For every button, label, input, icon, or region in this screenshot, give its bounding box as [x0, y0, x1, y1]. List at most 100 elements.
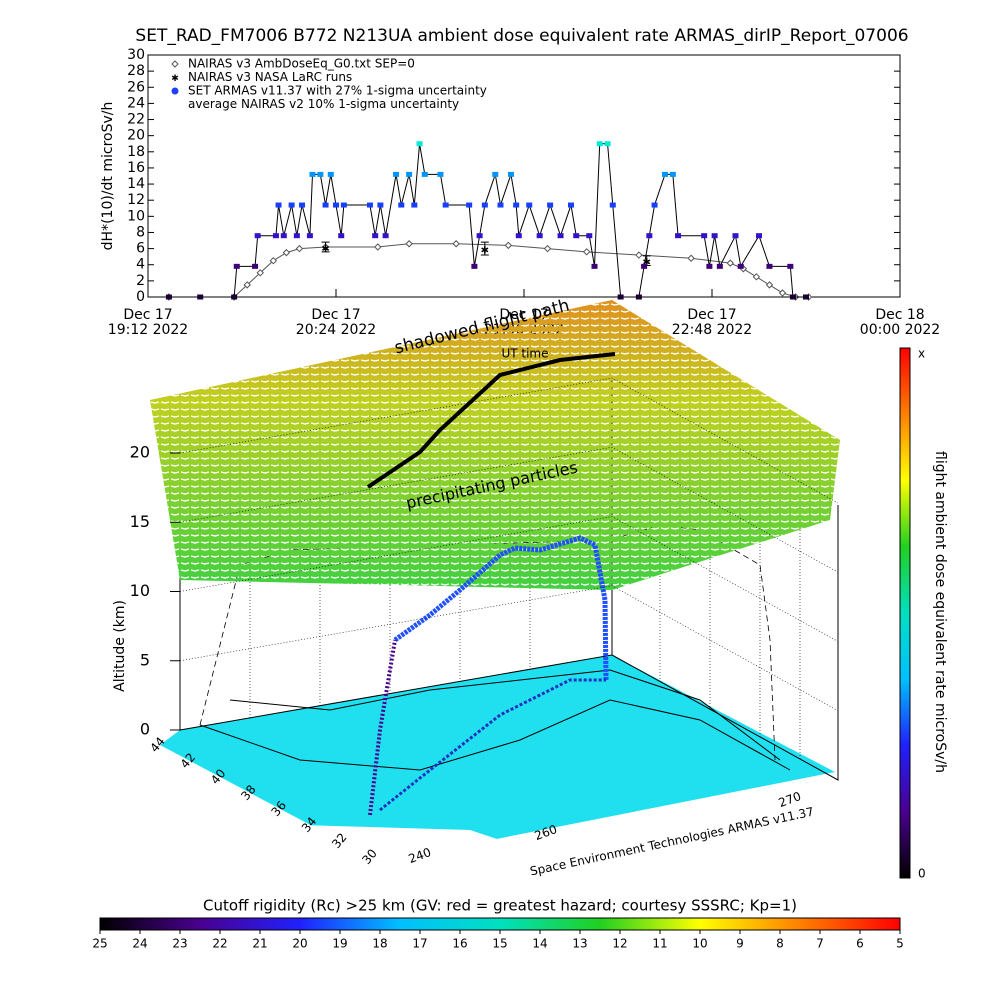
y-tick-label: 14 [127, 176, 145, 192]
dot-marker [789, 294, 796, 300]
chart-title: SET_RAD_FM7006 B772 N213UA ambient dose … [135, 26, 908, 46]
diamond-marker [452, 240, 460, 248]
diamond-marker [269, 256, 278, 265]
dot-marker [340, 202, 347, 208]
dot-marker [317, 171, 324, 177]
dot-marker [646, 233, 653, 239]
y-tick-label: 24 [127, 95, 145, 111]
y-tick-label: 26 [127, 79, 145, 95]
dot-marker [280, 233, 287, 239]
x-tick-label: 22:48 2022 [672, 322, 752, 338]
colorbar-tick-label: 22 [212, 937, 227, 951]
y-tick-label: 0 [136, 289, 145, 305]
dot-marker [437, 171, 444, 177]
legend-note: average NAIRAS v2 10% 1-sigma uncertaint… [188, 97, 459, 111]
dot-marker [306, 233, 313, 239]
y-tick-label: 12 [127, 192, 145, 208]
dot-marker [421, 171, 428, 177]
map-borders [229, 669, 781, 761]
dot-marker [382, 233, 389, 239]
y-tick-label: 20 [127, 128, 145, 144]
dot-marker [557, 233, 564, 239]
legend-entry: NAIRAS v3 AmbDoseEq_G0.txt SEP=0 [188, 57, 415, 71]
dot-marker [288, 202, 295, 208]
colorbar-tick-label: 6 [856, 937, 864, 951]
flight-path-ascent [368, 639, 397, 816]
diamond-marker [635, 251, 643, 259]
colorbar-bottom-label: 0 [918, 867, 926, 881]
colorbar-title: Cutoff rigidity (Rc) >25 km (GV: red = g… [203, 897, 797, 915]
x-tick-label: Dec 17 [123, 307, 172, 323]
x-tick-label: Dec 18 [875, 307, 924, 323]
colorbar-tick-label: 19 [332, 937, 347, 951]
dot-marker [604, 141, 611, 147]
dot-marker [377, 202, 384, 208]
z-tick-label: 15 [130, 512, 150, 531]
dot-marker [662, 171, 668, 177]
dot-marker [706, 263, 713, 269]
dot-marker [411, 202, 418, 208]
legend-symbol: ✱ [171, 74, 179, 84]
dot-marker [466, 202, 473, 208]
dot-marker [641, 263, 648, 269]
colorbar-tick-label: 17 [412, 937, 427, 951]
colorbar-tick-label: 8 [776, 937, 784, 951]
colorbar-tick-label: 14 [532, 937, 547, 951]
dot-marker [547, 202, 554, 208]
dot-marker [309, 171, 316, 177]
colorbar-tick-label: 25 [92, 937, 107, 951]
colorbar-tick-label: 18 [372, 937, 387, 951]
colorbar-tick-label: 5 [896, 937, 904, 951]
legend-entry: NAIRAS v3 NASA LaRC runs [188, 70, 352, 84]
diamond-marker [295, 244, 304, 253]
diamond-marker [752, 273, 761, 281]
dot-marker [406, 171, 413, 177]
dot-marker [513, 202, 520, 208]
dot-marker [416, 141, 423, 147]
x-tick-label: 00:00 2022 [860, 322, 940, 338]
dot-marker [651, 202, 658, 208]
y-tick-label: 10 [127, 208, 145, 224]
dot-marker [322, 202, 329, 208]
y-tick-label: 16 [127, 160, 145, 176]
precipitating-field [150, 300, 840, 590]
dot-marker [573, 233, 580, 239]
dot-marker [197, 294, 204, 300]
dot-marker [252, 263, 259, 269]
diamond-marker [543, 244, 552, 253]
colorbar-tick-label: 11 [652, 937, 667, 951]
diamond-marker [726, 259, 734, 267]
dot-marker [233, 263, 240, 269]
dot-marker [515, 233, 522, 239]
dot-marker [398, 202, 405, 208]
dot-marker [732, 233, 739, 239]
z-tick-label: 10 [130, 581, 150, 600]
diamond-marker [243, 281, 251, 289]
dot-marker [165, 294, 172, 300]
dot-marker [471, 263, 478, 269]
dot-marker [669, 171, 676, 177]
x-tick-label: 20:24 2022 [296, 322, 376, 338]
diamond-marker [504, 241, 513, 250]
dot-marker [299, 202, 306, 208]
wall-grid-line [179, 446, 839, 573]
dot-marker [254, 233, 261, 239]
flight-path-dose [393, 535, 609, 681]
colorbar-tick-label: 9 [736, 937, 744, 951]
dot-marker [635, 294, 642, 300]
y-tick-label: 30 [127, 47, 145, 63]
x-tick-label: Dec 17 [687, 307, 736, 323]
colorbar-tick-label: 23 [172, 937, 187, 951]
error-bar [480, 241, 489, 256]
dot-marker [675, 233, 682, 239]
wall-grid-line [179, 516, 839, 642]
wall-grid-line [179, 585, 839, 712]
dot-marker [476, 233, 483, 239]
ground-track [379, 678, 606, 812]
dot-marker [393, 171, 400, 177]
dot-marker [716, 263, 723, 269]
dot-marker [787, 263, 794, 269]
dot-marker [701, 233, 708, 239]
